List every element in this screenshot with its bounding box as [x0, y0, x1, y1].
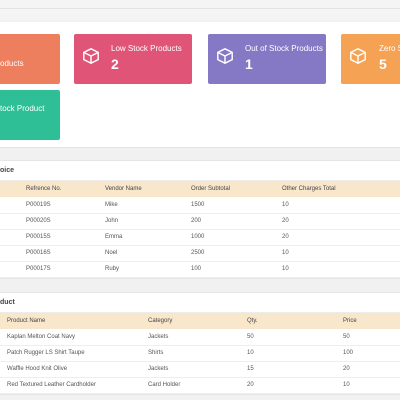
panel-title: oice [0, 161, 400, 181]
table-cell: Jackets [148, 329, 247, 346]
card-label: Low Stock Products [111, 44, 182, 53]
table-cell: Emma [105, 229, 191, 246]
table-cell [0, 197, 26, 214]
table-cell: Patch Rugger LS Shirt Taupe [0, 345, 148, 362]
box-icon [83, 48, 99, 64]
table-row[interactable]: P00015S Emma 1000 20 [0, 229, 400, 246]
table-cell [0, 261, 26, 278]
table-cell [0, 229, 26, 246]
table-cell: 20 [282, 229, 400, 246]
table-cell: Noel [105, 245, 191, 262]
card-value: 2 [111, 56, 119, 72]
table-cell: 100 [343, 345, 400, 362]
table-header-row: Product Name Category Qty. Price [0, 313, 400, 329]
table-row[interactable]: P00017S Ruby 100 10 [0, 261, 400, 278]
table-cell: 200 [191, 213, 282, 230]
header-product-name[interactable]: Product Name [0, 313, 148, 329]
table-cell [0, 213, 26, 230]
table-cell [0, 245, 26, 262]
table-cell: Card Holder [148, 377, 247, 394]
table-cell: Ruby [105, 261, 191, 278]
table-cell: Kaplan Melton Coat Navy [0, 329, 148, 346]
table-cell: P00019S [26, 197, 105, 214]
table-cell: 10 [282, 245, 400, 262]
table-cell: Mike [105, 197, 191, 214]
stock-product-card[interactable]: tock Product [0, 90, 60, 140]
stats-cards-panel: oducts Low Stock Products 2 Out of Stock… [0, 22, 400, 148]
table-cell: Waffle Hood Knit Olive [0, 361, 148, 378]
table-cell: P00017S [26, 261, 105, 278]
header-other-charges[interactable]: Other Charges Total [282, 181, 400, 197]
table-cell: P00015S [26, 229, 105, 246]
box-icon [350, 48, 366, 64]
top-bar [0, 0, 400, 20]
card-label: oducts [0, 59, 24, 68]
table-cell: 10 [282, 197, 400, 214]
card-value: 5 [379, 56, 387, 72]
product-table: Product Name Category Qty. Price Kaplan … [0, 313, 400, 394]
table-cell: 20 [247, 377, 343, 394]
table-cell: 10 [343, 377, 400, 394]
table-row[interactable]: Waffle Hood Knit Olive Jackets 15 20 [0, 361, 400, 378]
card-label: tock Product [0, 104, 45, 113]
header-subtotal[interactable]: Order Subtotal [191, 181, 282, 197]
out-of-stock-card[interactable]: Out of Stock Products 1 [208, 34, 326, 84]
invoice-panel: oice Refrence No. Vendor Name Order Subt… [0, 160, 400, 279]
table-cell: Shirts [148, 345, 247, 362]
table-cell: 15 [247, 361, 343, 378]
table-cell: 100 [191, 261, 282, 278]
table-cell: 2500 [191, 245, 282, 262]
card-label: Out of Stock Products [245, 44, 323, 53]
table-row[interactable]: Kaplan Melton Coat Navy Jackets 50 50 [0, 329, 400, 346]
low-stock-card[interactable]: Low Stock Products 2 [74, 34, 192, 84]
card-value: 1 [245, 56, 253, 72]
table-cell: 10 [282, 261, 400, 278]
header-qty[interactable]: Qty. [247, 313, 343, 329]
table-cell: P00020S [26, 213, 105, 230]
header-vendor[interactable]: Vendor Name [105, 181, 191, 197]
table-cell: P00016S [26, 245, 105, 262]
table-cell: 20 [282, 213, 400, 230]
divider [0, 8, 400, 9]
table-cell: 1000 [191, 229, 282, 246]
table-header-row: Refrence No. Vendor Name Order Subtotal … [0, 181, 400, 197]
table-cell: 20 [343, 361, 400, 378]
zero-stock-card[interactable]: Zero S 5 [341, 34, 400, 84]
table-row[interactable]: Patch Rugger LS Shirt Taupe Shirts 10 100 [0, 345, 400, 362]
panel-title: duct [0, 293, 400, 313]
table-cell: Jackets [148, 361, 247, 378]
table-row[interactable]: P00019S Mike 1500 10 [0, 197, 400, 214]
table-cell: John [105, 213, 191, 230]
table-row[interactable]: P00020S John 200 20 [0, 213, 400, 230]
box-icon [217, 48, 233, 64]
table-cell: Red Textured Leather Cardholder [0, 377, 148, 394]
products-card[interactable]: oducts [0, 34, 60, 84]
table-cell: 50 [343, 329, 400, 346]
table-cell: 1500 [191, 197, 282, 214]
card-label: Zero S [379, 44, 400, 53]
header-reference[interactable]: Refrence No. [26, 181, 105, 197]
table-row[interactable]: P00016S Noel 2500 10 [0, 245, 400, 262]
header-price[interactable]: Price [343, 313, 400, 329]
table-row[interactable]: Red Textured Leather Cardholder Card Hold… [0, 377, 400, 394]
table-cell: 50 [247, 329, 343, 346]
product-panel: duct Product Name Category Qty. Price Ka… [0, 292, 400, 395]
header-cell [0, 181, 26, 197]
header-category[interactable]: Category [148, 313, 247, 329]
table-cell: 10 [247, 345, 343, 362]
invoice-table: Refrence No. Vendor Name Order Subtotal … [0, 181, 400, 278]
